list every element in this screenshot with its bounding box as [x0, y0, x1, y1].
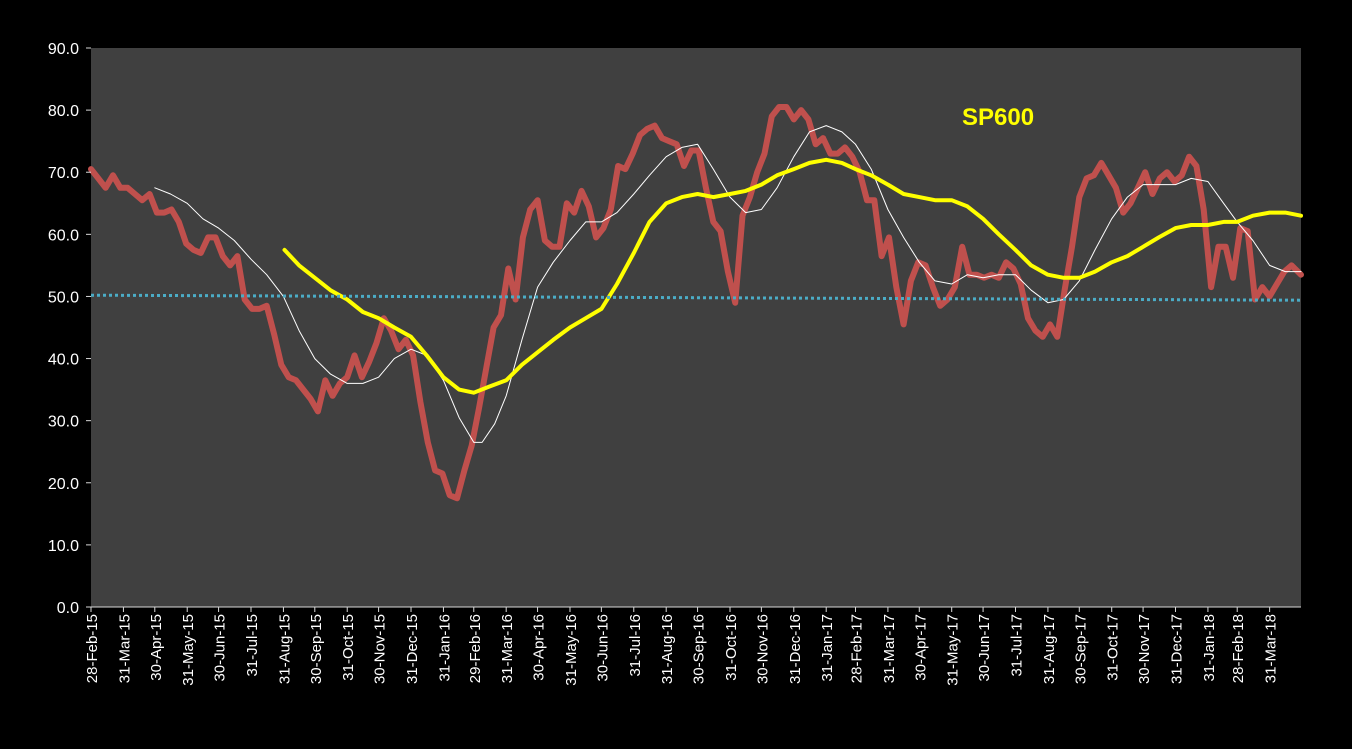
x-tick-label: 31-May-17: [945, 614, 962, 686]
x-tick-label: 30-Apr-17: [912, 614, 929, 681]
x-tick-label: 31-Mar-18: [1263, 614, 1280, 683]
x-tick-label: 30-Nov-17: [1136, 614, 1153, 684]
x-tick-label: 31-Oct-17: [1105, 614, 1122, 681]
y-tick-label: 20.0: [48, 476, 79, 493]
x-tick-label: 31-Jan-18: [1201, 614, 1218, 682]
x-tick-label: 30-Jun-17: [976, 614, 993, 682]
x-tick-label: 31-Aug-17: [1041, 614, 1058, 684]
x-tick-label: 30-Apr-16: [531, 614, 548, 681]
x-tick-label: 31-Jul-16: [627, 614, 644, 677]
x-tick-label: 31-Aug-15: [276, 614, 293, 684]
x-axis: 28-Feb-15 31-Mar-15 30-Apr-15 31-May-15 30-J…: [84, 607, 1280, 686]
chart-title: SP600: [962, 104, 1034, 131]
y-tick-label: 30.0: [48, 414, 79, 431]
x-tick-label: 31-Dec-17: [1169, 614, 1186, 684]
x-tick-label: 30-Nov-15: [372, 614, 389, 684]
x-tick-label: 31-Dec-15: [404, 614, 421, 684]
x-tick-label: 30-Nov-16: [754, 614, 771, 684]
x-tick-label: 28-Feb-18: [1230, 614, 1247, 683]
series-line-yellow: [282, 157, 1303, 395]
x-tick-label: 31-Jan-17: [819, 614, 836, 682]
x-tick-label: 31-Oct-16: [723, 614, 740, 681]
y-tick-label: 70.0: [48, 165, 79, 182]
series-line-red: [88, 104, 1304, 502]
x-tick-label: 31-Dec-16: [787, 614, 804, 684]
x-tick-label: 30-Sep-16: [691, 614, 708, 684]
plot-area: [91, 48, 1301, 607]
x-tick-label: 29-Feb-16: [467, 614, 484, 683]
x-tick-label: 31-May-15: [180, 614, 197, 686]
x-tick-label: 30-Sep-17: [1072, 614, 1089, 684]
x-tick-label: 31-Aug-16: [659, 614, 676, 684]
y-tick-label: 50.0: [48, 289, 79, 306]
x-tick-label: 31-Mar-15: [116, 614, 133, 683]
x-tick-label: 31-Jul-15: [244, 614, 261, 677]
x-tick-label: 30-Apr-15: [148, 614, 165, 681]
x-tick-label: 30-Jun-16: [594, 614, 611, 682]
x-tick-label: 28-Feb-15: [84, 614, 101, 683]
y-axis: 0.0 10.0 20.0 30.0 40.0 50.0 60.0 70.0 80.0 90.0: [48, 41, 91, 617]
y-tick-label: 80.0: [48, 103, 79, 120]
x-tick-label: 30-Jun-15: [212, 614, 229, 682]
x-tick-label: 31-Mar-17: [881, 614, 898, 683]
x-tick-label: 31-Mar-16: [499, 614, 516, 683]
reference-line-dotted: [90, 293, 1302, 302]
series-layer: [88, 104, 1304, 502]
y-tick-label: 60.0: [48, 227, 79, 244]
y-tick-label: 0.0: [57, 600, 79, 617]
x-tick-label: 31-May-16: [563, 614, 580, 686]
x-tick-label: 31-Jan-16: [436, 614, 453, 682]
x-tick-label: 30-Sep-15: [308, 614, 325, 684]
y-tick-label: 40.0: [48, 352, 79, 369]
x-tick-label: 31-Jul-17: [1009, 614, 1026, 677]
series-line-white: [154, 125, 1302, 443]
x-tick-label: 28-Feb-17: [849, 614, 866, 683]
y-tick-label: 10.0: [48, 538, 79, 555]
y-tick-label: 90.0: [48, 41, 79, 58]
x-tick-label: 31-Oct-15: [340, 614, 357, 681]
